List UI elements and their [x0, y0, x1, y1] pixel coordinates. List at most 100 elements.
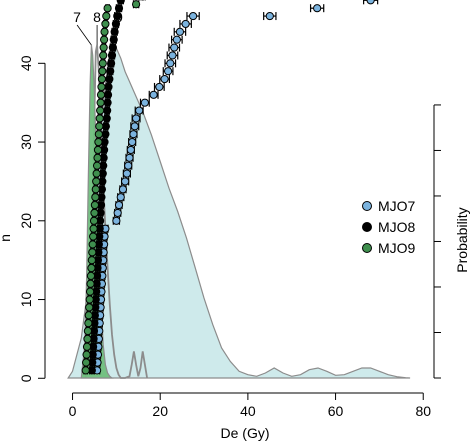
data-point-mjo9	[84, 319, 93, 328]
data-point-mjo7	[121, 177, 130, 186]
axes: 0 20 40 60 80 0 10 20 30 40	[18, 55, 441, 419]
data-point-mjo8	[105, 74, 114, 84]
data-point-mjo7	[155, 82, 164, 92]
data-point-mjo9	[85, 287, 95, 296]
data-point-mjo9	[85, 303, 94, 312]
x-tick-label: 60	[328, 403, 344, 419]
data-point-mjo9	[84, 311, 93, 320]
data-point-mjo7	[125, 153, 134, 162]
secondary-axis-title: Probability	[454, 207, 470, 272]
data-point-mjo9	[95, 114, 104, 123]
data-point-mjo9	[103, 4, 112, 13]
data-point-mjo8	[116, 0, 125, 5]
y-tick-label: 10	[18, 292, 34, 308]
data-point-mjo7	[114, 200, 124, 210]
data-point-mjo9	[89, 216, 99, 225]
data-point-mjo9	[98, 67, 107, 76]
data-point-mjo9	[82, 350, 91, 359]
data-point-mjo8	[107, 51, 117, 60]
data-point-mjo9	[100, 27, 109, 36]
data-point-mjo7	[172, 35, 181, 44]
legend: MJO7 MJO8 MJO9	[362, 198, 416, 256]
data-point-mjo9	[99, 35, 109, 44]
data-point-mjo8	[113, 11, 122, 21]
data-point-mjo9	[81, 366, 90, 375]
data-point-mjo9	[93, 145, 103, 155]
data-point-mjo7	[168, 51, 177, 60]
data-point-mjo7	[313, 4, 322, 13]
data-point-mjo8	[103, 98, 112, 107]
data-point-mjo9	[97, 74, 107, 84]
y-tick-label: 20	[18, 213, 34, 229]
data-point-mjo8	[106, 67, 115, 76]
peak-label-8: 8	[93, 9, 101, 25]
data-point-mjo8	[111, 19, 121, 29]
data-point-mjo8	[109, 35, 118, 44]
data-point-mjo7	[181, 19, 190, 29]
data-point-mjo9	[93, 153, 102, 162]
data-point-mjo8	[104, 82, 113, 92]
data-point-mjo7	[124, 161, 133, 170]
data-point-mjo9	[87, 263, 96, 273]
peak-leader-line-7	[76, 24, 92, 46]
peak-label-7: 7	[73, 9, 81, 25]
y-axis-title: n	[0, 234, 13, 242]
legend-marker-mjo9	[362, 243, 372, 253]
data-point-mjo9	[101, 19, 110, 29]
data-point-mjo9	[131, 0, 141, 9]
data-point-mjo7	[164, 67, 173, 76]
data-point-mjo9	[87, 256, 96, 265]
data-point-mjo9	[92, 161, 102, 170]
data-point-mjo7	[265, 11, 274, 21]
data-point-mjo7	[118, 185, 128, 194]
data-point-mjo8	[107, 59, 116, 68]
density-curve-mjo8	[84, 44, 148, 379]
y-tick-label: 40	[18, 55, 34, 71]
data-point-mjo9	[99, 43, 108, 52]
data-point-mjo9	[96, 98, 105, 107]
data-point-mjo8	[110, 27, 119, 36]
data-point-mjo9	[90, 208, 99, 218]
data-point-mjo7	[175, 27, 185, 36]
data-point-mjo9	[96, 90, 106, 99]
data-point-mjo7	[126, 145, 135, 155]
data-point-mjo9	[85, 295, 94, 304]
data-point-mjo7	[129, 130, 138, 139]
data-point-mjo7	[170, 43, 179, 52]
data-point-mjo7	[160, 74, 169, 84]
data-point-mjo7	[130, 122, 139, 131]
data-point-mjo7	[113, 208, 122, 218]
data-point-mjo9	[98, 59, 107, 68]
data-point-mjo7	[140, 98, 149, 107]
legend-label-mjo8: MJO8	[378, 219, 416, 235]
data-point-mjo9	[86, 271, 96, 281]
data-point-mjo8	[103, 90, 113, 99]
data-point-mjo8	[103, 106, 112, 115]
data-point-mjo9	[82, 342, 92, 351]
y-tick-label: 30	[18, 134, 34, 150]
data-point-mjo9	[97, 82, 106, 92]
x-tick-label: 40	[240, 403, 256, 419]
data-point-mjo9	[89, 232, 98, 241]
data-point-mjo9	[90, 200, 99, 210]
data-point-mjo9	[88, 248, 97, 257]
data-point-mjo7	[122, 169, 131, 178]
legend-marker-mjo7	[362, 201, 372, 211]
data-point-mjo9	[83, 326, 92, 336]
data-point-mjo9	[95, 122, 104, 131]
data-point-mjo7	[149, 90, 158, 99]
data-point-mjo7	[116, 193, 125, 202]
data-point-mjo7	[135, 106, 144, 115]
data-point-mjo9	[102, 11, 111, 21]
data-point-mjo9	[83, 334, 92, 344]
data-point-mjo7	[131, 114, 141, 123]
legend-label-mjo7: MJO7	[378, 198, 416, 214]
y-tick-label: 0	[18, 374, 34, 382]
data-point-mjo9	[91, 185, 100, 194]
x-axis-title: De (Gy)	[221, 425, 270, 441]
data-point-mjo9	[92, 177, 101, 186]
data-points	[81, 0, 379, 375]
data-point-mjo8	[114, 4, 124, 13]
data-point-mjo8	[108, 43, 117, 52]
